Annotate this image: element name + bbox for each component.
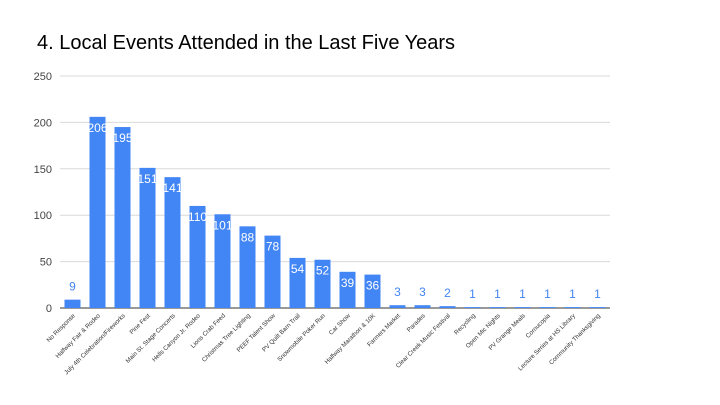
data-label: 1 [594,287,601,301]
x-tick-label: Christmas Tree Lighting [201,312,253,364]
bar [539,307,556,308]
y-tick-label: 50 [40,257,52,269]
bar [564,307,581,308]
bar [489,307,506,308]
chart-title: 4. Local Events Attended in the Last Fiv… [37,32,456,54]
x-tick-label: Halfway Fair & Rodeo [54,312,102,360]
x-tick-label: Snowmobile Poker Run [276,312,327,363]
data-label: 1 [494,287,501,301]
bar [239,226,256,308]
data-label: 78 [266,240,280,254]
data-label: 54 [291,262,305,276]
bar [339,271,356,308]
x-tick-label: Clear Creek Music Festival [395,312,452,369]
data-label: 195 [112,131,132,145]
bar [314,259,331,308]
x-tick-label: Main St. Stage Concerts [125,312,177,364]
data-label: 3 [419,285,426,299]
data-label: 206 [87,121,107,135]
data-label: 141 [162,181,182,195]
x-tick-label: Community Thanksgiving [548,312,602,366]
data-label: 151 [137,172,157,186]
data-label: 2 [444,286,451,300]
bar [514,307,531,308]
x-tick-label: Pine Fest [128,312,152,336]
bar [464,307,481,308]
y-axis-ticks: 0 50 100 150 200 250 [34,71,52,315]
bar [389,305,406,308]
bar [89,116,106,308]
bar [589,307,606,308]
data-label: 9 [69,280,76,294]
data-label: 88 [241,230,255,244]
data-label: 101 [212,218,232,232]
bar [164,177,181,308]
bar [364,274,381,308]
bar [114,127,131,308]
bars [64,116,606,308]
data-label: 39 [341,276,355,290]
bar [139,167,156,308]
data-label: 1 [519,287,526,301]
x-tick-label: Car Show [328,312,353,337]
data-label: 1 [544,287,551,301]
data-label: 52 [316,264,330,278]
x-tick-label: Parades [406,312,427,333]
x-tick-label: Recycling [453,312,477,336]
y-tick-label: 200 [34,117,52,129]
bar [439,306,456,308]
data-label: 1 [569,287,576,301]
bar [414,305,431,308]
y-tick-label: 250 [34,71,52,83]
data-label: 110 [188,210,207,224]
bar [289,257,306,308]
bar [189,205,206,308]
x-tick-label: Hells Canyon Jr. Rodeo [151,312,202,363]
bar [64,299,81,308]
bar [264,235,281,308]
data-label: 3 [394,285,401,299]
y-tick-label: 0 [46,303,52,315]
data-label: 1 [469,287,476,301]
data-label: 36 [366,279,380,293]
y-tick-label: 150 [34,164,52,176]
bar [214,214,231,308]
y-tick-label: 100 [34,210,52,222]
